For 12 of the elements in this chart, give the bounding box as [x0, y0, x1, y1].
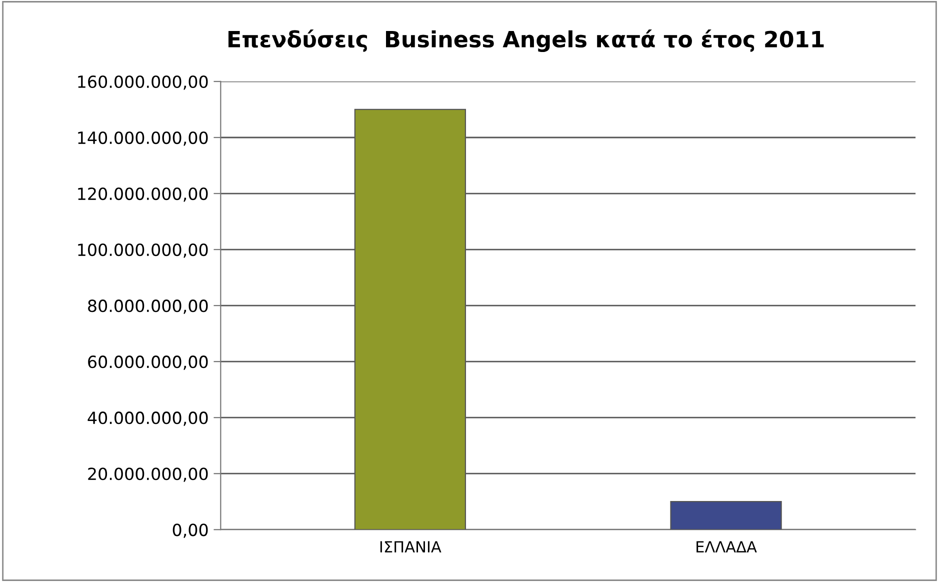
x-tick-label: ΙΣΠΑΝΙΑ: [380, 541, 442, 552]
y-tick-label: 80.000.000,00: [88, 300, 208, 314]
y-tick-label: 140.000.000,00: [78, 131, 208, 146]
y-tick-label: 40.000.000,00: [88, 412, 208, 426]
y-tick-label: 0,00: [172, 524, 208, 538]
y-tick-label: 60.000.000,00: [88, 356, 208, 370]
x-tick-label: ΕΛΛΑΔΑ: [696, 541, 757, 552]
y-tick-label: 120.000.000,00: [78, 187, 208, 202]
y-tick-label: 100.000.000,00: [78, 243, 208, 258]
chart-title: Επενδύσεις Business Angels κατά το έτος 2011: [228, 29, 824, 52]
y-tick-label: 20.000.000,00: [88, 468, 208, 482]
y-tick-label: 160.000.000,00: [78, 75, 208, 90]
